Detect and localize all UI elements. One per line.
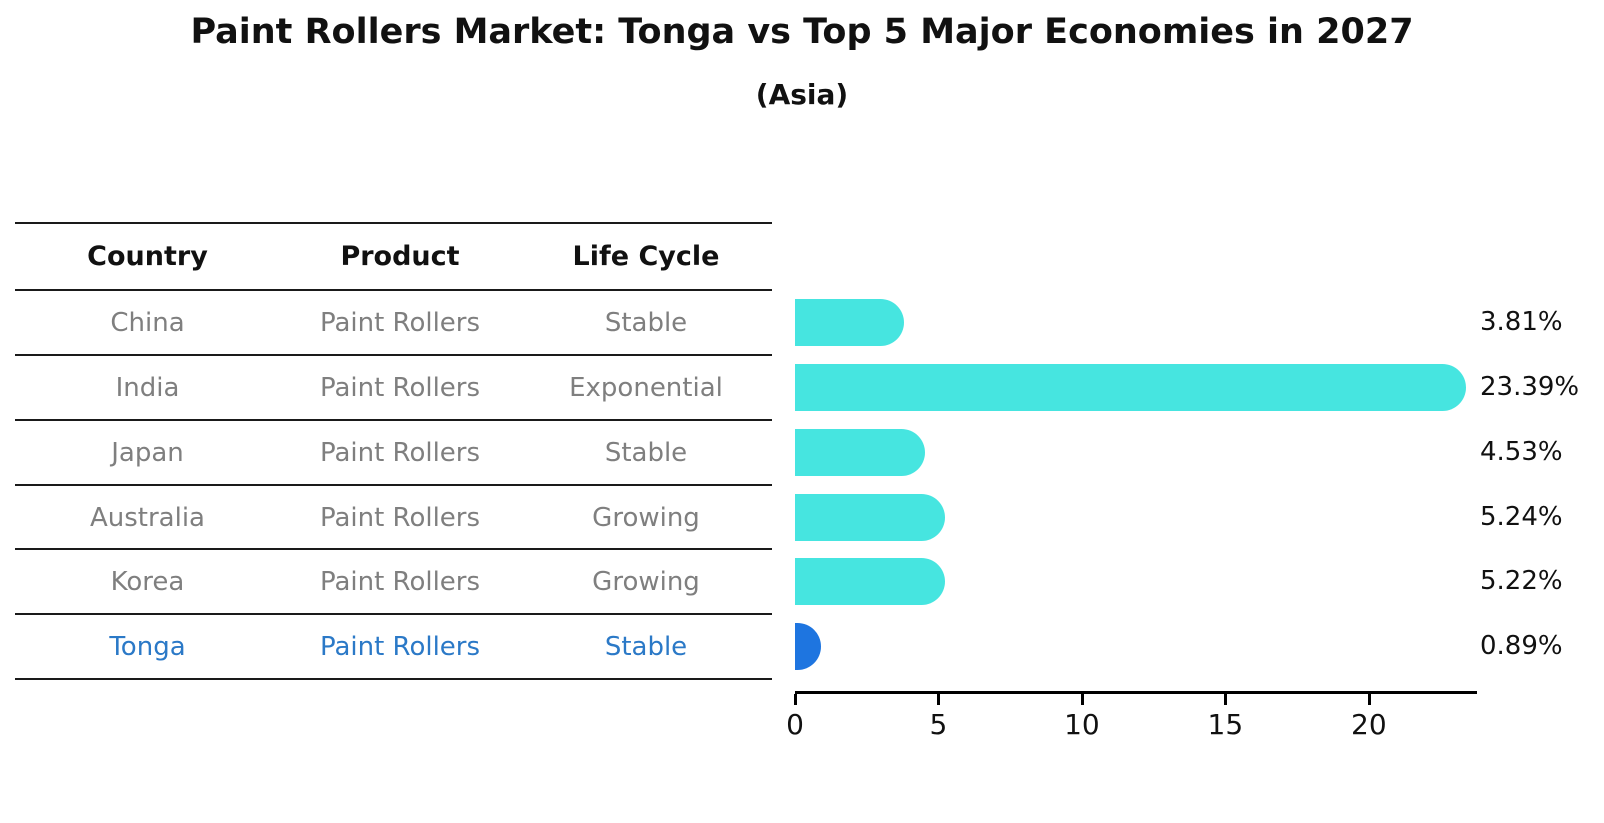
cell-country: Japan [111, 437, 184, 468]
cell-product: Paint Rollers [319, 372, 481, 403]
bar-japan [795, 429, 925, 476]
plot-area [795, 223, 1475, 693]
cell-product: Paint Rollers [319, 566, 481, 597]
value-label-japan: 4.53% [1480, 437, 1563, 467]
cell-country: Tonga [109, 631, 186, 662]
table-row-australia: Australia Paint Rollers Growing [15, 485, 772, 550]
x-tick-mark [1367, 694, 1371, 705]
bar-korea [795, 558, 945, 605]
table-line [15, 419, 772, 421]
cell-country: China [110, 307, 185, 338]
value-label-china: 3.81% [1480, 307, 1563, 337]
cell-product: Paint Rollers [319, 631, 481, 662]
bar-china [795, 299, 905, 346]
cell-lifecycle: Stable [604, 307, 688, 338]
cell-product: Paint Rollers [319, 437, 481, 468]
table-row-india: India Paint Rollers Exponential [15, 355, 772, 420]
value-label-korea: 5.22% [1480, 566, 1563, 596]
table-header-row: Country Product Life Cycle [15, 223, 772, 290]
cell-product: Paint Rollers [319, 502, 481, 533]
bar-india [795, 364, 1467, 411]
table-row-korea: Korea Paint Rollers Growing [15, 549, 772, 614]
value-label-india: 23.39% [1480, 372, 1580, 402]
x-tick-label: 10 [1064, 708, 1100, 741]
table-line [15, 484, 772, 486]
table-line [15, 613, 772, 615]
table-row-japan: Japan Paint Rollers Stable [15, 420, 772, 485]
x-tick-label: 5 [929, 708, 948, 741]
value-label-tonga: 0.89% [1480, 631, 1563, 661]
cell-lifecycle: Exponential [569, 372, 723, 403]
cell-lifecycle: Growing [592, 566, 700, 597]
chart-subtitle: (Asia) [755, 78, 849, 111]
x-tick-mark [937, 694, 941, 705]
x-tick-label: 15 [1207, 708, 1244, 741]
bar-australia [795, 494, 946, 541]
table-line [15, 289, 772, 291]
column-header-lifecycle: Life Cycle [572, 241, 720, 272]
table-line [15, 222, 772, 224]
cell-lifecycle: Stable [604, 631, 688, 662]
column-header-product: Product [340, 241, 460, 272]
x-tick-mark [794, 694, 797, 705]
chart-title: Paint Rollers Market: Tonga vs Top 5 Maj… [190, 12, 1414, 52]
table-line [15, 548, 772, 550]
cell-lifecycle: Growing [592, 502, 700, 533]
cell-country: India [115, 372, 180, 403]
x-axis-line [795, 691, 1477, 694]
x-tick-label: 20 [1351, 708, 1387, 741]
table-row-china: China Paint Rollers Stable [15, 290, 772, 355]
x-tick-mark [1080, 694, 1084, 705]
x-tick-label: 0 [786, 708, 804, 741]
cell-lifecycle: Stable [604, 437, 688, 468]
x-tick-mark [1224, 694, 1228, 705]
value-label-australia: 5.24% [1480, 502, 1563, 532]
cell-country: Korea [110, 566, 185, 597]
table-line [15, 678, 772, 680]
bar-tonga [795, 623, 821, 670]
cell-country: Australia [89, 502, 205, 533]
table-line [15, 354, 772, 356]
table-row-tonga: Tonga Paint Rollers Stable [15, 614, 772, 679]
column-header-country: Country [87, 241, 208, 272]
cell-product: Paint Rollers [319, 307, 481, 338]
